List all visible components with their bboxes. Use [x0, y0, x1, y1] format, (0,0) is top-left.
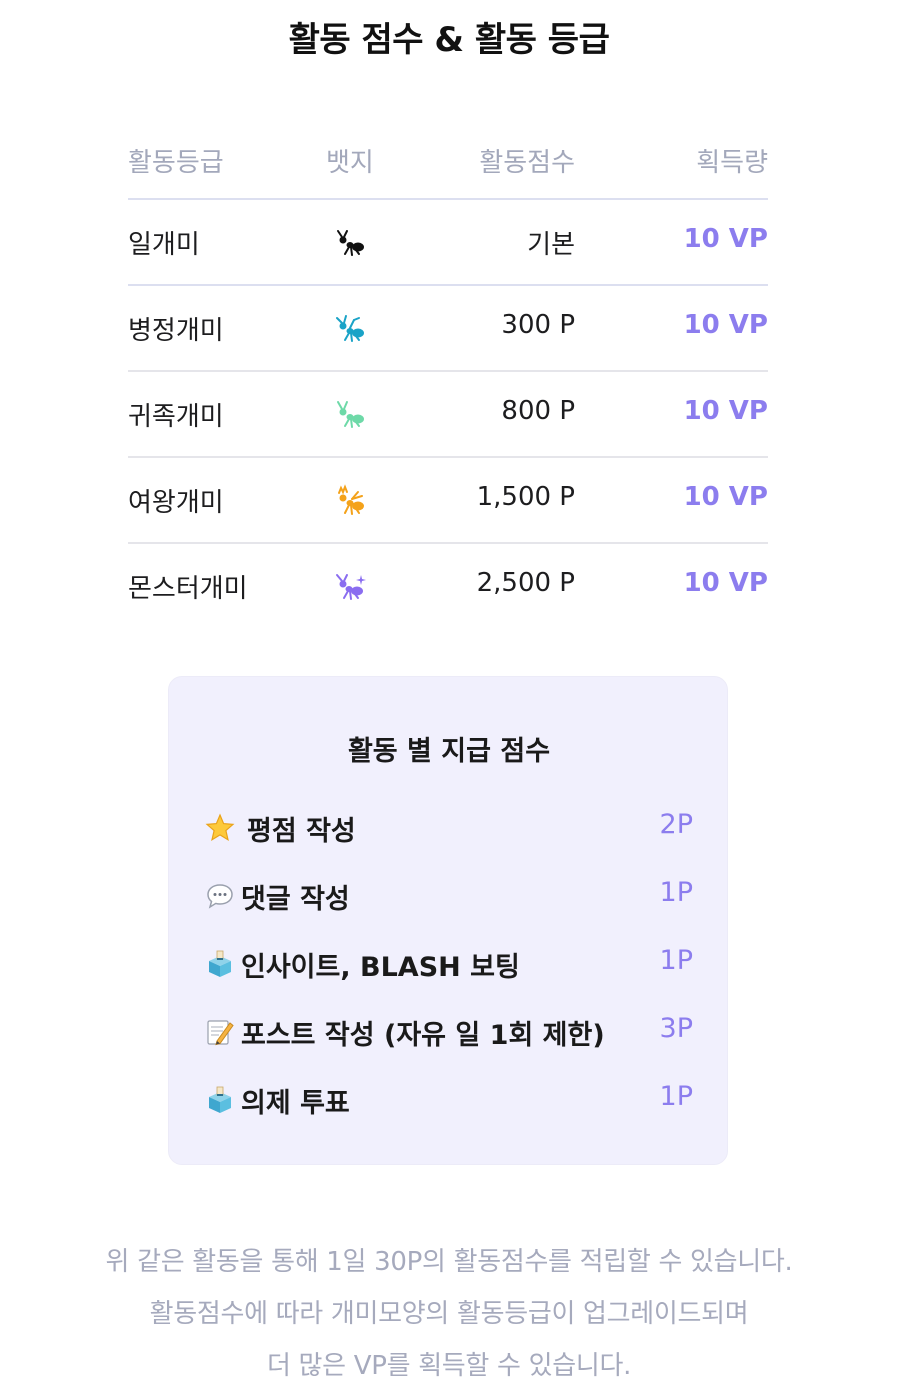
footer-description: 위 같은 활동을 통해 1일 30P의 활동점수를 적립할 수 있습니다. 활동…	[0, 1236, 898, 1386]
ant-noble-icon	[334, 398, 368, 432]
table-row: 병정개미 300 P 10 VP	[128, 286, 768, 372]
grade-name: 병정개미	[128, 316, 224, 346]
grade-table: 활동등급 뱃지 활동점수 획득량 일개미 기본 10 VP 병정개미 300 P…	[128, 126, 768, 630]
table-row: 귀족개미 800 P 10 VP	[128, 372, 768, 458]
activity-card-title: 활동 별 지급 점수	[347, 736, 551, 767]
footer-line: 활동점수에 따라 개미모양의 활동등급이 업그레이드되며	[149, 1299, 749, 1329]
table-header: 활동등급 뱃지 활동점수 획득량	[128, 126, 768, 200]
ant-queen-icon	[334, 484, 368, 518]
grade-reward: 10 VP	[683, 568, 768, 598]
grade-name: 일개미	[128, 230, 200, 260]
ballot-box-icon	[205, 1085, 235, 1115]
star-icon	[205, 813, 235, 843]
footer-line: 위 같은 활동을 통해 1일 30P의 활동점수를 적립할 수 있습니다.	[105, 1247, 793, 1277]
ant-monster-icon	[334, 570, 368, 604]
activity-points: 1P	[659, 877, 693, 908]
header-badge: 뱃지	[326, 148, 374, 178]
table-row: 몬스터개미 2,500 P 10 VP	[128, 544, 768, 630]
grade-score: 300 P	[501, 310, 575, 340]
activity-label: 의제 투표	[241, 1088, 350, 1119]
grade-name: 몬스터개미	[128, 574, 248, 604]
grade-score: 800 P	[501, 396, 575, 426]
grade-score: 2,500 P	[476, 568, 575, 598]
memo-icon	[205, 1017, 235, 1047]
activity-item: 댓글 작성 1P	[205, 875, 693, 915]
grade-reward: 10 VP	[683, 396, 768, 426]
activity-label: 평점 작성	[247, 816, 356, 847]
grade-reward: 10 VP	[683, 224, 768, 254]
activity-points: 3P	[659, 1013, 693, 1044]
grade-name: 귀족개미	[128, 402, 224, 432]
page-title: 활동 점수 & 활동 등급	[288, 20, 610, 60]
header-grade: 활동등급	[128, 148, 224, 178]
grade-name: 여왕개미	[128, 488, 224, 518]
footer-line: 더 많은 VP를 획득할 수 있습니다.	[266, 1351, 632, 1381]
table-row: 여왕개미 1,500 P 10 VP	[128, 458, 768, 544]
activity-points: 1P	[659, 1081, 693, 1112]
header-reward: 획득량	[696, 148, 768, 178]
table-row: 일개미 기본 10 VP	[128, 200, 768, 286]
activity-label: 포스트 작성 (자유 일 1회 제한)	[241, 1020, 605, 1051]
grade-score: 기본	[527, 230, 575, 260]
header-score: 활동점수	[479, 148, 575, 178]
activity-item: 인사이트, BLASH 보팅 1P	[205, 943, 693, 983]
activity-points-card: 활동 별 지급 점수 평점 작성 2P 댓글 작성 1P 인사이트, BLASH…	[168, 676, 728, 1165]
speech-bubble-icon	[205, 881, 235, 911]
activity-label: 댓글 작성	[241, 884, 350, 915]
ant-black-icon	[334, 226, 368, 260]
ballot-box-icon	[205, 949, 235, 979]
grade-reward: 10 VP	[683, 482, 768, 512]
grade-score: 1,500 P	[476, 482, 575, 512]
activity-points: 2P	[659, 809, 693, 840]
activity-label: 인사이트, BLASH 보팅	[241, 952, 520, 983]
activity-item: 포스트 작성 (자유 일 1회 제한) 3P	[205, 1011, 693, 1051]
ant-soldier-icon	[334, 312, 368, 346]
activity-item: 평점 작성 2P	[205, 807, 693, 847]
activity-item: 의제 투표 1P	[205, 1079, 693, 1119]
grade-reward: 10 VP	[683, 310, 768, 340]
activity-points: 1P	[659, 945, 693, 976]
